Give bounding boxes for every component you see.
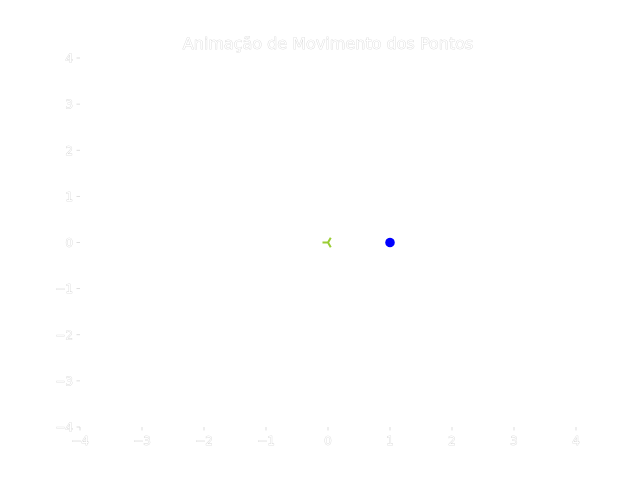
y-tick-label: 4 [65,52,73,66]
y-tick-label: −1 [55,282,73,296]
x-tick-label: 1 [386,434,394,448]
x-tick-label: −4 [71,434,89,448]
y-tick-label: 2 [65,144,73,158]
x-tick-label: −1 [257,434,275,448]
x-tick-label: 0 [324,434,332,448]
x-tick-label: 4 [572,434,580,448]
data-points [322,237,395,248]
y-tick-label: −3 [55,374,73,388]
x-tick-label: −2 [195,434,213,448]
y-tick-label: 3 [65,98,73,112]
chart-title: Animação de Movimento dos Pontos [183,34,473,53]
y-axis-ticks: −4 −3 −2 −1 0 1 2 3 4 [55,51,80,435]
x-axis-ticks: −4 −3 −2 −1 0 1 2 3 4 [71,427,580,448]
x-tick-label: −3 [133,434,151,448]
y-tick-label: 0 [65,236,73,250]
y-tick-label: −2 [55,328,73,342]
data-point-circle [385,237,395,248]
x-tick-label: 3 [510,434,518,448]
data-point-tri-left [322,237,332,248]
x-tick-label: 2 [448,434,456,448]
y-tick-label: −4 [55,421,73,435]
y-tick-label: 1 [65,190,73,204]
